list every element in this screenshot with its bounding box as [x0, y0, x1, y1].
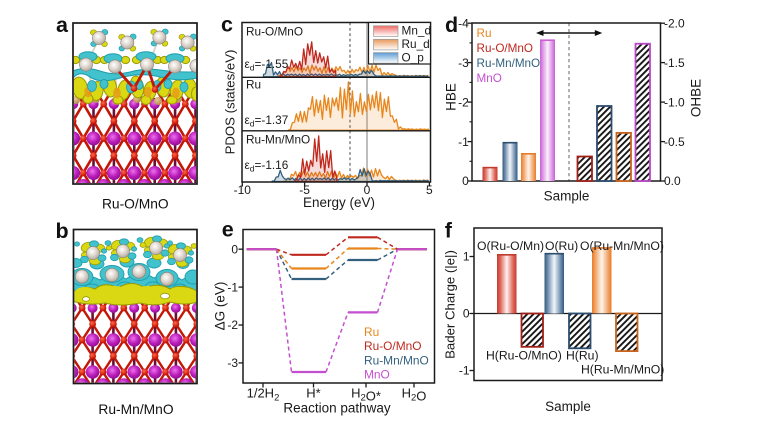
svg-text:O(Ru-O/Mn): O(Ru-O/Mn) — [477, 239, 544, 253]
svg-text:d: d — [445, 13, 458, 37]
svg-text:Sample: Sample — [544, 189, 590, 204]
svg-text:H(Ru): H(Ru) — [566, 348, 599, 362]
svg-text:ΔG (eV): ΔG (eV) — [213, 282, 228, 331]
svg-text:0: 0 — [364, 183, 371, 197]
svg-text:MnO: MnO — [364, 368, 390, 382]
svg-text:-3: -3 — [458, 56, 469, 70]
svg-text:H2O*: H2O* — [351, 386, 381, 404]
svg-text:OHBE: OHBE — [689, 79, 704, 117]
svg-text:Energy (eV): Energy (eV) — [303, 195, 375, 210]
svg-text:Ru-Mn/MnO: Ru-Mn/MnO — [364, 354, 429, 368]
svg-text:Ru: Ru — [364, 325, 379, 339]
svg-text:PDOS (states/eV): PDOS (states/eV) — [223, 50, 238, 155]
svg-text:-1: -1 — [458, 135, 469, 149]
svg-text:εd=-1.55: εd=-1.55 — [245, 57, 289, 73]
svg-text:εd=-1.37: εd=-1.37 — [245, 113, 289, 129]
svg-text:-1: -1 — [459, 364, 470, 378]
svg-text:Ru-O/MnO: Ru-O/MnO — [246, 25, 303, 39]
svg-text:-1.0: -1.0 — [664, 95, 685, 109]
svg-text:5: 5 — [426, 183, 433, 197]
svg-text:f: f — [445, 219, 453, 243]
svg-text:-10: -10 — [234, 183, 252, 197]
svg-text:Ru-O/MnO: Ru-O/MnO — [477, 42, 534, 55]
svg-text:1: 1 — [463, 250, 470, 264]
svg-text:Ru: Ru — [246, 77, 261, 91]
svg-text:Ru-O/MnO: Ru-O/MnO — [364, 339, 421, 353]
svg-text:0: 0 — [463, 307, 470, 321]
svg-text:MnO: MnO — [477, 72, 502, 85]
svg-text:-1: -1 — [227, 280, 238, 294]
svg-text:Ru-Mn/MnO: Ru-Mn/MnO — [98, 402, 173, 417]
svg-text:-1.5: -1.5 — [664, 56, 685, 70]
svg-text:0: 0 — [462, 174, 469, 188]
svg-text:1/2H2: 1/2H2 — [247, 386, 280, 404]
svg-text:H(Ru-Mn/MnO): H(Ru-Mn/MnO) — [581, 363, 664, 377]
svg-text:c: c — [221, 13, 233, 37]
svg-text:Reaction pathway: Reaction pathway — [283, 400, 391, 415]
svg-text:-4: -4 — [458, 16, 469, 30]
svg-text:Ru-Mn/MnO: Ru-Mn/MnO — [246, 133, 310, 147]
svg-text:H(Ru-O/MnO): H(Ru-O/MnO) — [486, 348, 562, 362]
svg-text:HBE: HBE — [444, 83, 459, 111]
svg-text:Ru: Ru — [477, 27, 492, 40]
svg-text:εd=-1.16: εd=-1.16 — [245, 158, 289, 174]
svg-text:-2: -2 — [458, 95, 469, 109]
svg-text:Ru-O/MnO: Ru-O/MnO — [102, 196, 169, 211]
svg-text:-0.5: -0.5 — [664, 135, 685, 149]
svg-text:Bader Charge (|e|): Bader Charge (|e|) — [443, 250, 458, 359]
svg-text:O(Ru-Mn/MnO): O(Ru-Mn/MnO) — [580, 239, 664, 253]
svg-text:-3: -3 — [227, 356, 238, 370]
svg-text:-5: -5 — [299, 183, 310, 197]
svg-text:-2: -2 — [227, 318, 238, 332]
svg-text:e: e — [222, 218, 234, 242]
svg-text:O_p: O_p — [402, 50, 425, 64]
svg-text:a: a — [56, 13, 69, 37]
svg-text:O(Ru): O(Ru) — [545, 239, 578, 253]
svg-text:b: b — [56, 219, 69, 243]
svg-text:0.0: 0.0 — [664, 174, 681, 188]
svg-text:H*: H* — [306, 386, 320, 401]
svg-text:0: 0 — [231, 242, 238, 256]
svg-text:Mn_d: Mn_d — [402, 24, 432, 38]
svg-text:Sample: Sample — [545, 399, 591, 414]
svg-text:Ru-Mn/MnO: Ru-Mn/MnO — [477, 57, 541, 70]
svg-text:Ru_d: Ru_d — [402, 37, 430, 51]
svg-text:H2O: H2O — [402, 386, 427, 404]
svg-text:-2.0: -2.0 — [664, 16, 685, 30]
